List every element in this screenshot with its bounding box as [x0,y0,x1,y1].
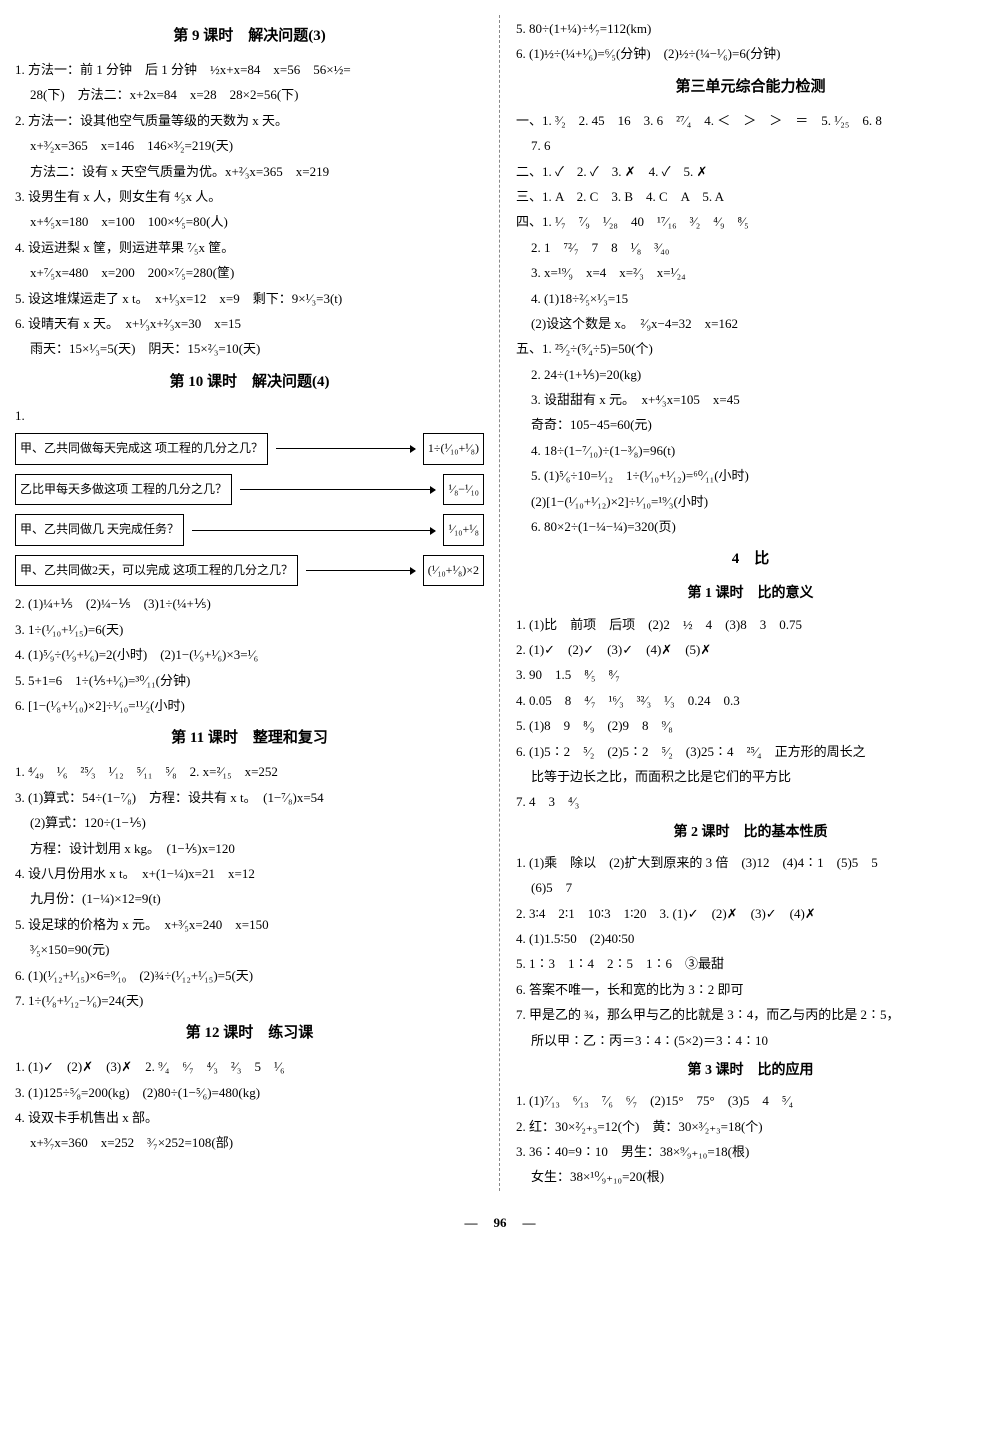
problem-line: 方法二：设有 x 天空气质量为优。x+²⁄₃x=365 x=219 [15,160,484,183]
problem-line: 28(下) 方法二：x+2x=84 x=28 28×2=56(下) [15,83,484,106]
problem-line: 3. 1÷(¹⁄₁₀+¹⁄₁₅)=6(天) [15,618,484,641]
arrow-icon [192,530,435,531]
problem-line: 2. 红：30×²⁄₂₊₃=12(个) 黄：30×³⁄₂₊₃=18(个) [516,1115,985,1138]
problem-line: 1. (1)比 前项 后项 (2)2 ½ 4 (3)8 3 0.75 [516,613,985,636]
problem-line: 4. 设运进梨 x 筐，则运进苹果 ⁷⁄₅x 筐。 [15,236,484,259]
problem-line: 4. (1)1.5∶50 (2)40∶50 [516,927,985,950]
problem-line: 3. (1)125÷⁵⁄₈=200(kg) (2)80÷(1−⁵⁄₆)=480(… [15,1081,484,1104]
problem-line: x+³⁄₂x=365 x=146 146×³⁄₂=219(天) [15,134,484,157]
problem-line: 九月份：(1−¼)×12=9(t) [15,887,484,910]
problem-line: 3. 设甜甜有 x 元。 x+⁴⁄₃x=105 x=45 [516,388,985,411]
section-header: 4 比 [516,546,985,573]
problem-line: 6. (1)5∶2 ⁵⁄₂ (2)5∶2 ⁵⁄₂ (3)25∶4 ²⁵⁄₄ 正方… [516,740,985,763]
problem-line: 1. (1)✓ (2)✗ (3)✗ 2. ⁹⁄₄ ⁶⁄₇ ⁴⁄₃ ²⁄₃ 5 ¹… [15,1055,484,1078]
problem-line: 1. (1)⁷⁄₁₃ ⁶⁄₁₃ ⁷⁄₆ ⁶⁄₇ (2)15° 75° (3)5 … [516,1089,985,1112]
flow-box: 乙比甲每天多做这项 工程的几分之几？ [15,474,232,506]
section-header: 第 12 课时 练习课 [15,1020,484,1047]
problem-line: 4. 0.05 8 ⁴⁄₇ ¹⁶⁄₃ ³²⁄₃ ¹⁄₃ 0.24 0.3 [516,689,985,712]
problem-line: 2. 1 ⁷²⁄₇ 7 8 ¹⁄₈ ³⁄₄₀ [516,236,985,259]
problem-line: 1. 方法一：前 1 分钟 后 1 分钟 ½x+x=84 x=56 56×½= [15,58,484,81]
problem-line: 4. (1)18÷²⁄₅×¹⁄₃=15 [516,287,985,310]
flow-box: (¹⁄₁₀+¹⁄₈)×2 [423,555,484,587]
left-column: 第 9 课时 解决问题(3) 1. 方法一：前 1 分钟 后 1 分钟 ½x+x… [15,15,484,1191]
problem-line: 方程：设计划用 x kg。 (1−⅕)x=120 [15,837,484,860]
problem-line: 2. (1)✓ (2)✓ (3)✓ (4)✗ (5)✗ [516,638,985,661]
flow-box: ¹⁄₁₀+¹⁄₈ [443,514,484,546]
problem-line: 五、1. ²⁵⁄₂÷(⁵⁄₄÷5)=50(个) [516,337,985,360]
problem-line: (6)5 7 [516,876,985,899]
problem-line: 7. 甲是乙的 ¾，那么甲与乙的比就是 3∶4，而乙与丙的比是 2∶5， [516,1003,985,1026]
problem-line: 3. 90 1.5 ⁸⁄₅ ⁸⁄₇ [516,663,985,686]
problem-line: 7. 4 3 ⁴⁄₃ [516,790,985,813]
problem-line: 4. (1)⁵⁄₉÷(¹⁄₉+¹⁄₆)=2(小时) (2)1−(¹⁄₉+¹⁄₆)… [15,643,484,666]
flow-box: 甲、乙共同做2天，可以完成 这项工程的几分之几？ [15,555,298,587]
section-header: 第 9 课时 解决问题(3) [15,23,484,50]
problem-line: 2. 方法一：设其他空气质量等级的天数为 x 天。 [15,109,484,132]
section-subheader: 第 3 课时 比的应用 [516,1058,985,1083]
problem-line: 4. 设八月份用水 x t。 x+(1−¼)x=21 x=12 [15,862,484,885]
problem-line: 二、1. ✓ 2. ✓ 3. ✗ 4. ✓ 5. ✗ [516,160,985,183]
arrow-icon [306,570,415,571]
problem-line: 5. 1∶3 1∶4 2∶5 1∶6 ③最甜 [516,952,985,975]
problem-line: (2)[1−(¹⁄₁₀+¹⁄₁₂)×2]÷¹⁄₁₀=¹⁹⁄₃(小时) [516,490,985,513]
problem-line: 4. 18÷(1−⁷⁄₁₀)÷(1−³⁄₈)=96(t) [516,439,985,462]
problem-line: 3. x=¹⁹⁄₉ x=4 x=²⁄₃ x=¹⁄₂₄ [516,261,985,284]
page-content: 第 9 课时 解决问题(3) 1. 方法一：前 1 分钟 后 1 分钟 ½x+x… [15,15,985,1191]
section-subheader: 第 1 课时 比的意义 [516,581,985,606]
flow-box: 1÷(¹⁄₁₀+¹⁄₈) [423,433,484,465]
problem-line: x+³⁄₇x=360 x=252 ³⁄₇×252=108(部) [15,1131,484,1154]
problem-line: 5. 设足球的价格为 x 元。 x+³⁄₅x=240 x=150 [15,913,484,936]
problem-line: 5. (1)8 9 ⁸⁄₉ (2)9 8 ⁹⁄₈ [516,714,985,737]
flowchart: 1. 甲、乙共同做每天完成这 项工程的几分之几？ 1÷(¹⁄₁₀+¹⁄₈) 乙比甲… [15,404,484,590]
problem-line: (2)算式：120÷(1−⅕) [15,811,484,834]
problem-line: 一、1. ³⁄₂ 2. 45 16 3. 6 ²⁷⁄₄ 4. ＜ ＞ ＞ ＝ 5… [516,109,985,132]
problem-line: 2. (1)¼+⅕ (2)¼−⅕ (3)1÷(¼+⅕) [15,592,484,615]
problem-line: 6. 答案不唯一，长和宽的比为 3∶2 即可 [516,978,985,1001]
problem-line: 3. (1)算式：54÷(1−⁷⁄₈) 方程：设共有 x t。 (1−⁷⁄₈)x… [15,786,484,809]
problem-line: 3. 36∶40=9∶10 男生：38×⁹⁄₉₊₁₀=18(根) [516,1140,985,1163]
problem-line: ³⁄₅×150=90(元) [15,938,484,961]
problem-line: 5. (1)⁵⁄₆÷10=¹⁄₁₂ 1÷(¹⁄₁₀+¹⁄₁₂)=⁶⁰⁄₁₁(小时… [516,464,985,487]
problem-line: x+⁷⁄₅x=480 x=200 200×⁷⁄₅=280(筐) [15,261,484,284]
flow-box: 甲、乙共同做每天完成这 项工程的几分之几？ [15,433,268,465]
problem-line: 1. (1)乘 除以 (2)扩大到原来的 3 倍 (3)12 (4)4∶1 (5… [516,851,985,874]
problem-line: 6. 80×2÷(1−¼−¼)=320(页) [516,515,985,538]
problem-line: 6. [1−(¹⁄₈+¹⁄₁₀)×2]÷¹⁄₁₀=¹¹⁄₂(小时) [15,694,484,717]
problem-line: 5. 设这堆煤运走了 x t。 x+¹⁄₃x=12 x=9 剩下：9×¹⁄₃=3… [15,287,484,310]
section-header: 第 10 课时 解决问题(4) [15,369,484,396]
problem-line: 雨天：15×¹⁄₃=5(天) 阴天：15×²⁄₃=10(天) [15,337,484,360]
problem-line: 奇奇：105−45=60(元) [516,413,985,436]
problem-line: 比等于边长之比，而面积之比是它们的平方比 [516,765,985,788]
problem-line: 5. 80÷(1+¼)÷⁴⁄₇=112(km) [516,17,985,40]
problem-line: 四、1. ¹⁄₇ ⁷⁄₉ ¹⁄₂₈ 40 ¹⁷⁄₁₆ ³⁄₂ ⁴⁄₉ ⁸⁄₅ [516,210,985,233]
problem-line: 6. (1)½÷(¼+¹⁄₆)=⁶⁄₅(分钟) (2)½÷(¼−¹⁄₆)=6(分… [516,42,985,65]
problem-line: 6. 设晴天有 x 天。 x+¹⁄₃x+²⁄₃x=30 x=15 [15,312,484,335]
problem-line: 7. 6 [516,134,985,157]
problem-line: 2. 24÷(1+⅕)=20(kg) [516,363,985,386]
arrow-icon [240,489,435,490]
right-column: 5. 80÷(1+¼)÷⁴⁄₇=112(km) 6. (1)½÷(¼+¹⁄₆)=… [516,15,985,1191]
problem-line: x+⁴⁄₅x=180 x=100 100×⁴⁄₅=80(人) [15,210,484,233]
problem-line: 女生：38×¹⁰⁄₉₊₁₀=20(根) [516,1165,985,1188]
section-header: 第三单元综合能力检测 [516,74,985,101]
problem-label: 1. [15,404,484,427]
flow-box: ¹⁄₈−¹⁄₁₀ [443,474,484,506]
problem-line: 三、1. A 2. C 3. B 4. C A 5. A [516,185,985,208]
page-number: —96— [15,1211,985,1234]
problem-line: 2. 3∶4 2∶1 10∶3 1∶20 3. (1)✓ (2)✗ (3)✓ (… [516,902,985,925]
column-divider [499,15,501,1191]
problem-line: 7. 1÷(¹⁄₈+¹⁄₁₂−¹⁄₆)=24(天) [15,989,484,1012]
problem-line: 4. 设双卡手机售出 x 部。 [15,1106,484,1129]
problem-line: 1. ⁴⁄₄₉ ¹⁄₆ ²⁵⁄₃ ¹⁄₁₂ ⁵⁄₁₁ ⁵⁄₈ 2. x=²⁄₁₅… [15,760,484,783]
problem-line: 所以甲∶乙∶丙＝3∶4∶(5×2)＝3∶4∶10 [516,1029,985,1052]
problem-line: 6. (1)(¹⁄₁₂+¹⁄₁₅)×6=⁹⁄₁₀ (2)¾÷(¹⁄₁₂+¹⁄₁₅… [15,964,484,987]
problem-line: 5. 5+1=6 1÷(⅕+¹⁄₆)=³⁰⁄₁₁(分钟) [15,669,484,692]
section-subheader: 第 2 课时 比的基本性质 [516,820,985,845]
section-header: 第 11 课时 整理和复习 [15,725,484,752]
problem-line: (2)设这个数是 x。 ²⁄₉x−4=32 x=162 [516,312,985,335]
arrow-icon [276,448,415,449]
flow-box: 甲、乙共同做几 天完成任务？ [15,514,184,546]
problem-line: 3. 设男生有 x 人，则女生有 ⁴⁄₅x 人。 [15,185,484,208]
